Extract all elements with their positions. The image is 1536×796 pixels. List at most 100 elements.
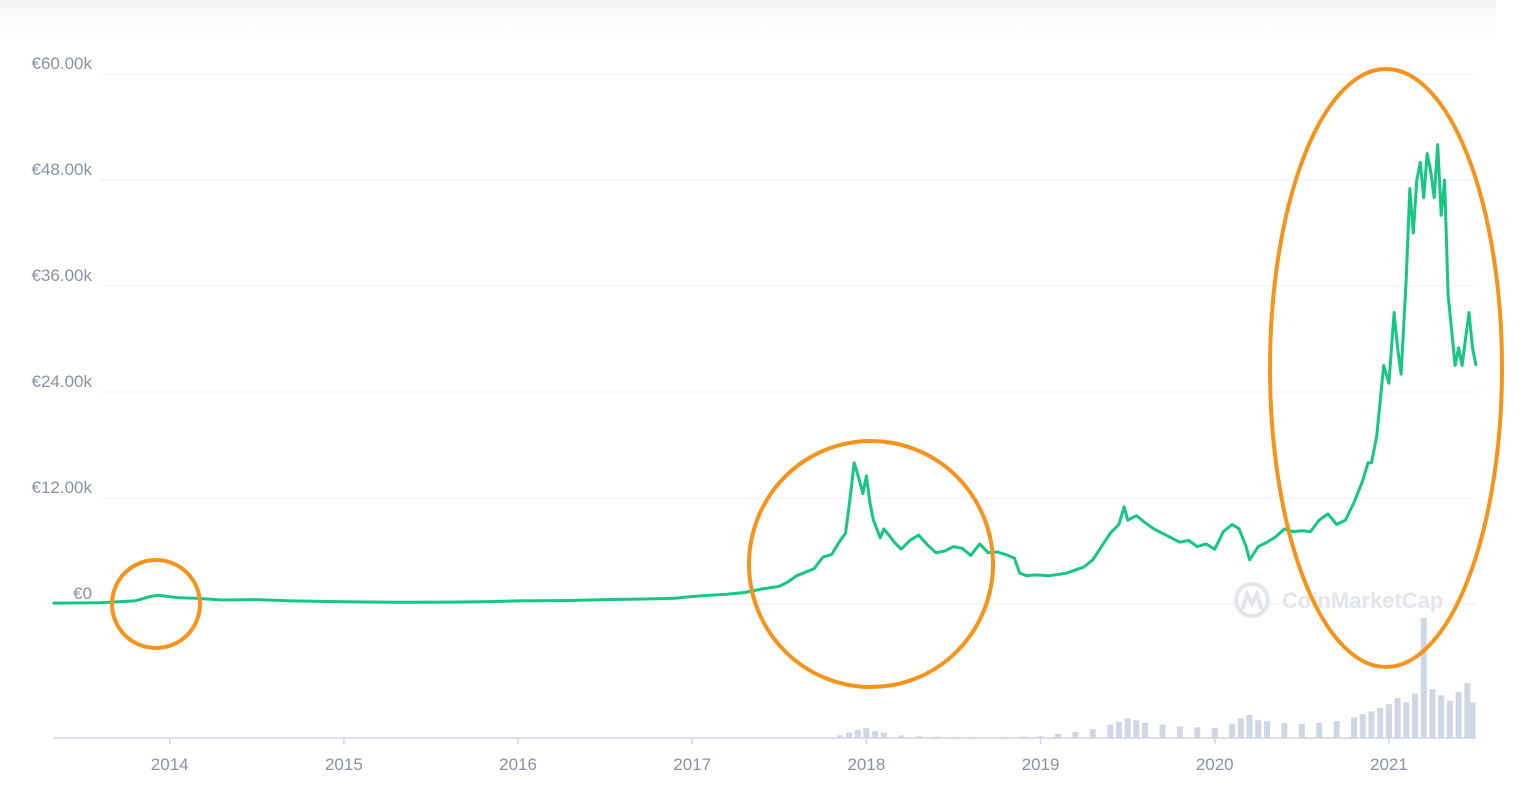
data-point <box>1405 276 1408 278</box>
data-point <box>52 602 54 604</box>
volume-bar <box>1385 704 1392 738</box>
volume-bar <box>1359 714 1366 738</box>
data-point <box>862 492 864 495</box>
volume-bar <box>1316 722 1323 738</box>
data-point <box>163 595 166 597</box>
data-point <box>1161 532 1164 535</box>
data-point <box>1025 574 1028 577</box>
data-point <box>804 571 807 573</box>
highlight-circle-2018 <box>747 439 995 689</box>
data-point <box>872 519 875 521</box>
data-point <box>1367 461 1369 464</box>
data-point <box>708 594 711 596</box>
data-point <box>1222 530 1225 533</box>
volume-bar <box>1263 721 1270 738</box>
data-point <box>726 593 728 596</box>
data-point <box>147 596 150 598</box>
x-tick-label: 2015 <box>325 755 363 774</box>
data-point <box>970 554 972 557</box>
x-tick-label: 2014 <box>151 755 189 774</box>
data-point <box>1126 519 1129 521</box>
volume-bar <box>880 732 887 738</box>
data-point <box>1447 294 1449 296</box>
data-point <box>604 598 606 601</box>
volume-bar <box>1176 726 1183 738</box>
volume-bar <box>1464 682 1471 738</box>
volume-bar <box>915 736 922 738</box>
data-point <box>99 601 101 604</box>
volume-bar <box>1211 728 1218 738</box>
volume-bar <box>1420 618 1427 738</box>
data-point <box>674 597 676 600</box>
data-point <box>1454 364 1456 367</box>
highlight-circle-2013 <box>110 558 202 650</box>
data-point <box>1468 311 1470 314</box>
x-tick-label: 2017 <box>673 755 711 774</box>
data-point <box>1245 545 1247 548</box>
data-point <box>813 567 815 570</box>
data-point <box>978 543 981 545</box>
data-point <box>290 600 293 602</box>
data-point <box>1065 572 1068 574</box>
volume-bar <box>1412 693 1419 738</box>
data-point <box>1292 530 1294 533</box>
volume-bar <box>1124 718 1131 738</box>
volume-bar <box>1159 724 1166 738</box>
data-point <box>1353 501 1355 504</box>
data-point <box>1433 196 1435 199</box>
data-point <box>926 544 929 546</box>
data-point <box>1283 528 1286 530</box>
data-point <box>1461 364 1463 367</box>
data-point <box>1327 513 1329 515</box>
watermark: CoinMarketCap <box>1234 582 1443 618</box>
data-point <box>795 574 798 577</box>
data-point <box>1048 574 1051 577</box>
data-point <box>1266 541 1268 543</box>
data-point <box>1409 188 1411 190</box>
data-point <box>177 597 180 599</box>
watermark-text: CoinMarketCap <box>1282 588 1443 613</box>
y-tick-label: €12.00k <box>32 478 93 497</box>
volume-bar <box>1142 722 1149 738</box>
volume-bar <box>1194 727 1201 738</box>
data-point <box>1379 400 1382 402</box>
y-tick-label: €0 <box>73 584 92 603</box>
data-point <box>1464 338 1467 340</box>
volume-bar <box>1368 711 1375 738</box>
data-point <box>1144 521 1146 524</box>
data-point <box>876 528 878 530</box>
top-header-strip <box>0 0 1496 36</box>
data-point <box>1092 559 1094 561</box>
y-tick-label: €24.00k <box>32 372 93 391</box>
volume-bar <box>1089 729 1096 738</box>
data-point <box>517 600 519 602</box>
data-point <box>395 601 397 604</box>
data-point <box>1429 170 1432 172</box>
data-point <box>569 599 572 602</box>
data-point <box>1400 373 1402 376</box>
data-point <box>1238 528 1240 530</box>
data-point <box>1388 382 1390 384</box>
volume-bar <box>1333 721 1340 738</box>
data-point <box>1179 541 1181 543</box>
data-point <box>1135 514 1138 517</box>
data-point <box>961 547 963 550</box>
data-point <box>1231 523 1233 526</box>
data-point <box>1415 179 1418 181</box>
volume-bar <box>1351 717 1358 738</box>
data-point <box>221 599 223 601</box>
data-point <box>883 528 885 530</box>
data-point <box>743 591 746 594</box>
data-point <box>1034 574 1037 576</box>
volume-bar <box>1446 700 1453 738</box>
volume-bar <box>1438 695 1445 738</box>
data-point <box>447 601 450 603</box>
y-tick-label: €36.00k <box>32 266 93 285</box>
data-point <box>1370 461 1373 464</box>
data-point <box>853 461 855 464</box>
highlight-circles <box>110 67 1504 689</box>
data-point <box>1443 179 1446 181</box>
data-point <box>1436 143 1439 146</box>
highlight-circle-2021 <box>1268 67 1504 669</box>
data-point <box>1100 545 1103 548</box>
